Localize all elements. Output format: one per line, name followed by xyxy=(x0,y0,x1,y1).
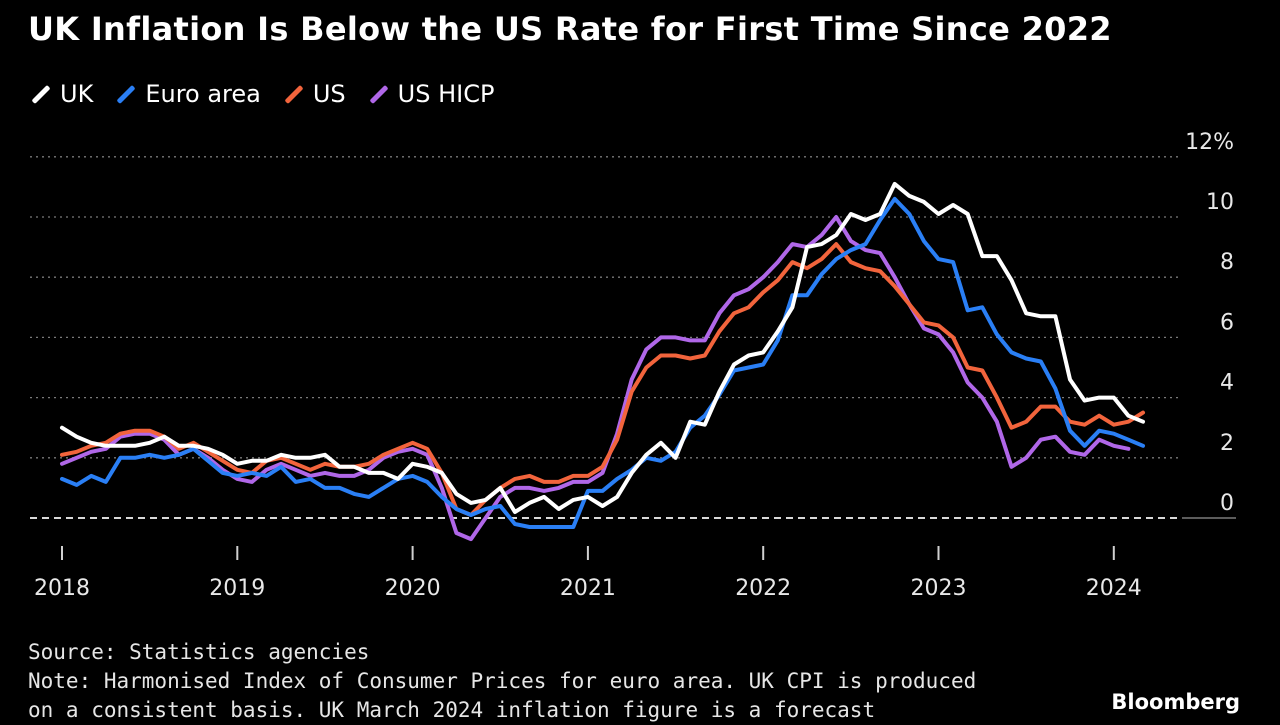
y-tick-label-0: 0 xyxy=(1220,491,1234,516)
legend-label-uk: UK xyxy=(60,80,94,108)
chart-title: UK Inflation Is Below the US Rate for Fi… xyxy=(28,10,1112,48)
series-line-uk xyxy=(60,181,1145,514)
series-line-us-hicp xyxy=(60,215,1131,542)
y-tick-label-10: 10 xyxy=(1206,190,1234,215)
chart-footer: Source: Statistics agencies Note: Harmon… xyxy=(28,638,976,725)
legend-item-uk: UK xyxy=(30,80,93,108)
legend-item-euro-area: Euro area xyxy=(115,80,261,108)
x-tick-label-2022: 2022 xyxy=(735,576,791,601)
x-tick-label-2019: 2019 xyxy=(209,576,265,601)
x-tick-label-2023: 2023 xyxy=(911,576,967,601)
x-tick-label-2018: 2018 xyxy=(34,576,90,601)
y-tick-label-4: 4 xyxy=(1220,371,1234,396)
legend-label-euro-area: Euro area xyxy=(145,80,261,108)
y-tick-label-12: 12% xyxy=(1185,130,1234,155)
legend-label-us: US xyxy=(312,80,346,108)
legend-item-us-hicp: US HICP xyxy=(368,80,495,108)
x-tick-label-2024: 2024 xyxy=(1086,576,1142,601)
x-tick-label-2021: 2021 xyxy=(560,576,616,601)
source-note: Source: Statistics agencies xyxy=(28,640,370,664)
series-line-us xyxy=(60,242,1145,517)
legend: UK Euro area US US HICP xyxy=(30,76,494,112)
note-line-2: on a consistent basis. UK March 2024 inf… xyxy=(28,698,876,722)
bloomberg-logo: Bloomberg xyxy=(1111,690,1240,714)
y-tick-label-2: 2 xyxy=(1220,431,1234,456)
note-line-1: Note: Harmonised Index of Consumer Price… xyxy=(28,669,977,693)
legend-item-us: US xyxy=(283,80,346,108)
y-tick-label-8: 8 xyxy=(1220,250,1234,275)
legend-label-us-hicp: US HICP xyxy=(397,80,495,108)
series-line-euro-area xyxy=(60,196,1145,529)
y-tick-label-6: 6 xyxy=(1220,310,1234,335)
x-tick-label-2020: 2020 xyxy=(385,576,441,601)
